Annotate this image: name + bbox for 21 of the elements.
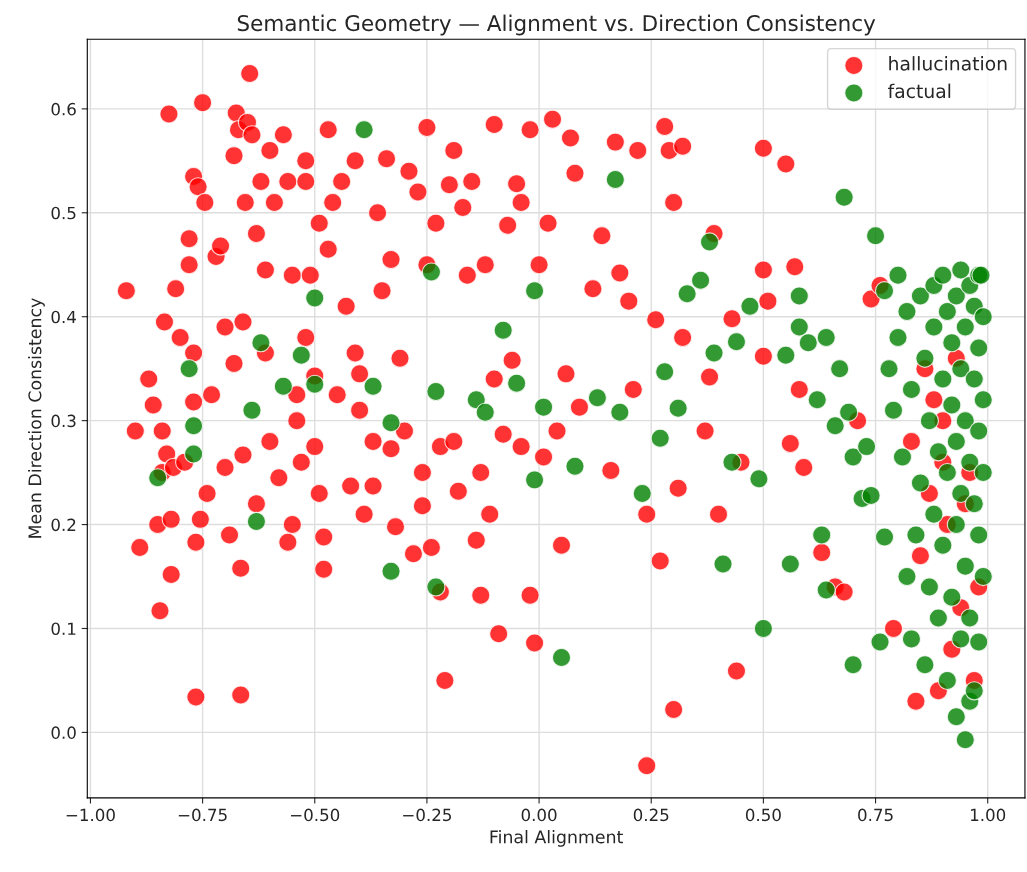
x-tick-label: 1.00 [970,808,1006,822]
y-axis-title: Mean Direction Consistency [28,298,45,538]
x-tick-label: 0.75 [858,808,893,822]
y-tick-label: 0.2 [51,518,76,532]
y-tick-label: 0.0 [51,726,76,739]
x-tick-label: 0.25 [633,808,669,822]
y-tick-label: 0.1 [51,622,76,636]
y-tick-label: 0.3 [51,414,76,428]
legend-label: factual [888,83,951,99]
chart-title: Semantic Geometry — Alignment vs. Direction Consistency [237,14,876,36]
x-tick-label: −0.50 [290,808,340,822]
x-tick-label: 0.50 [745,808,781,822]
x-tick-label: −0.25 [403,808,451,822]
legend-label: hallucination [889,56,1007,71]
y-tick-label: 0.6 [51,102,76,116]
x-tick-label: 0.00 [521,808,557,822]
y-tick-label: 0.4 [51,310,76,324]
x-axis-title: Final Alignment [490,829,623,847]
x-tick-label: −1.00 [66,808,115,822]
x-tick-label: −0.75 [178,808,227,822]
y-tick-label: 0.5 [51,206,76,220]
